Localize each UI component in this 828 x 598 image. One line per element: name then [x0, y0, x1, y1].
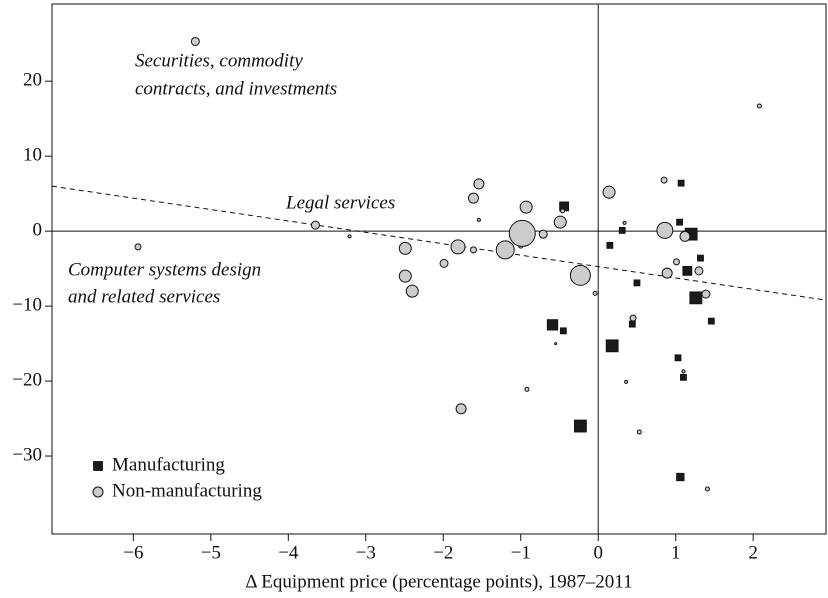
x-tick-label: −4 [278, 542, 299, 563]
circle-point [467, 192, 479, 204]
square-point [674, 354, 682, 362]
x-tick-label: −1 [511, 542, 531, 563]
square-point [633, 279, 641, 287]
circle-point [661, 267, 673, 279]
square-point [676, 218, 683, 226]
x-tick-label: −5 [201, 542, 221, 563]
circle-point [629, 314, 637, 322]
fit-line [51, 185, 827, 301]
y-tick-label: −10 [12, 294, 42, 315]
circle-point [622, 220, 627, 225]
circle-point [473, 178, 485, 190]
square-point [546, 319, 559, 331]
circle-point [624, 379, 629, 384]
circle-point [469, 246, 477, 254]
circle-point [455, 403, 467, 415]
square-point [605, 339, 619, 353]
y-tick-label: −30 [12, 444, 42, 465]
square-point [682, 265, 693, 276]
x-tick-label: −2 [433, 542, 453, 563]
circle-point [524, 386, 530, 392]
annotation: Legal services [285, 192, 395, 213]
circle-point [681, 369, 686, 374]
annotation: contracts, and investments [135, 78, 337, 99]
circle-point [310, 220, 320, 230]
circle-point [450, 239, 466, 255]
x-axis-label: Δ Equipment price (percentage points), 1… [245, 571, 632, 592]
circle-point [134, 243, 142, 251]
y-tick-label: 0 [33, 220, 43, 241]
y-tick-label: 10 [23, 145, 42, 166]
circle-point [508, 219, 536, 247]
x-tick-label: 0 [593, 542, 603, 563]
circle-point [495, 240, 515, 260]
circle-point [636, 429, 642, 435]
circle-point [554, 342, 558, 346]
circle-point [679, 230, 691, 242]
circle-point [190, 36, 200, 46]
circle-point [476, 217, 481, 222]
circle-point [553, 215, 567, 229]
circle-point [656, 221, 674, 239]
plot-frame [51, 3, 827, 535]
circle-point [405, 284, 419, 298]
circle-point [592, 290, 598, 296]
square-point [689, 291, 703, 305]
square-point [606, 241, 614, 249]
circle-point [519, 200, 533, 214]
annotation: and related services [68, 286, 220, 307]
annotation: Computer systems design [68, 259, 261, 280]
circle-point [439, 258, 449, 268]
circle-point [704, 486, 710, 492]
legend-label: Manufacturing [112, 454, 225, 475]
circle-point [756, 103, 762, 109]
circle-point [398, 241, 412, 255]
y-tick-label: 20 [23, 70, 42, 91]
circle-point [398, 269, 412, 283]
square-point [707, 317, 715, 325]
legend-marker [92, 486, 104, 498]
x-tick-label: 2 [748, 542, 758, 563]
square-point [559, 327, 567, 335]
circle-point [660, 176, 668, 184]
circle-point [701, 289, 711, 299]
square-point [573, 419, 587, 433]
legend-marker [93, 461, 103, 471]
circle-point [672, 258, 680, 266]
square-point [680, 373, 687, 381]
x-tick-label: −3 [356, 542, 376, 563]
square-point [628, 320, 636, 328]
y-tick-label: −20 [12, 369, 42, 390]
square-point [676, 472, 685, 482]
square-point [697, 254, 704, 262]
circle-point [560, 208, 566, 214]
square-point [677, 179, 685, 187]
square-point [618, 226, 626, 234]
annotation: Securities, commodity [135, 50, 303, 71]
circle-point [602, 185, 616, 199]
circle-point [538, 229, 548, 239]
legend-label: Non-manufacturing [112, 480, 262, 501]
x-tick-label: 1 [671, 542, 681, 563]
circle-point [569, 264, 591, 286]
circle-point [347, 234, 352, 239]
x-tick-label: −6 [123, 542, 143, 563]
circle-point [694, 266, 704, 276]
